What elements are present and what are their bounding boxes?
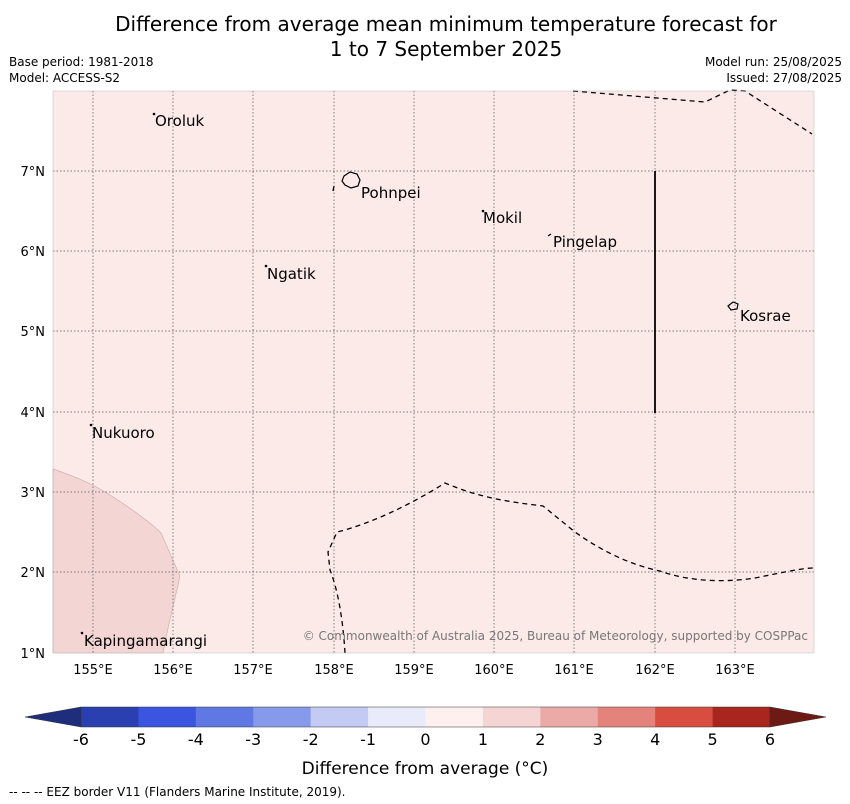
colorbar-cell (655, 707, 713, 727)
colorbar-cells (80, 706, 771, 728)
colorbar-tick-label: -1 (360, 730, 376, 749)
lon-label-159: 159°E (394, 663, 434, 678)
lat-label-4: 4°N (21, 406, 46, 421)
lon-label-160: 160°E (474, 663, 514, 678)
lon-label-155: 155°E (73, 663, 113, 678)
map-background (53, 91, 814, 653)
title-line-1: Difference from average mean minimum tem… (115, 12, 777, 36)
lat-label-1: 1°N (21, 647, 46, 662)
place-label-ngatik: Ngatik (267, 265, 316, 283)
kapingamarangi-atoll (80, 631, 84, 635)
lat-label-3: 3°N (21, 486, 46, 501)
graticule (53, 91, 814, 653)
place-label-kapingamarangi: Kapingamarangi (84, 632, 207, 650)
ngatik-atoll (264, 264, 268, 268)
run-info: Model run: 25/08/2025 Issued: 27/08/2025 (705, 54, 842, 86)
lon-label-161: 161°E (554, 663, 594, 678)
eez-legend-note: -- -- -- EEZ border V11 (Flanders Marine… (9, 785, 346, 799)
pohnpei-island (341, 171, 361, 189)
lon-label-157: 157°E (233, 663, 273, 678)
latitude-labels: 1°N 2°N 3°N 4°N 5°N 6°N 7°N (21, 165, 46, 662)
eez-border-fragment (332, 185, 335, 192)
colorbar-tick-label: 6 (765, 730, 775, 749)
eez-borders (327, 89, 815, 654)
place-label-mokil: Mokil (483, 209, 522, 227)
colorbar-tick-label: 4 (650, 730, 660, 749)
colorbar-label: Difference from average (°C) (302, 759, 549, 779)
longitude-labels: 155°E 156°E 157°E 158°E 159°E 160°E 161°… (73, 663, 755, 678)
nukuoro-atoll (89, 423, 93, 427)
place-label-kosrae: Kosrae (740, 307, 791, 325)
place-label-oroluk: Oroluk (155, 112, 204, 130)
issued-date: Issued: 27/08/2025 (726, 71, 842, 85)
eez-border-north (572, 89, 813, 135)
lon-label-156: 156°E (153, 663, 193, 678)
colorbar-cell (310, 707, 369, 727)
lat-label-6: 6°N (21, 245, 46, 260)
lat-label-7: 7°N (21, 165, 46, 180)
colorbar-cell (597, 707, 656, 727)
colorbar-cell (138, 707, 197, 727)
map-title: Difference from average mean minimum tem… (0, 12, 850, 62)
base-period: Base period: 1981-2018 (9, 55, 154, 69)
colorbar-tick-label: -3 (245, 730, 261, 749)
colorbar-cell (425, 707, 484, 727)
lat-label-5: 5°N (21, 325, 46, 340)
colorbar-tick-label: 0 (420, 730, 430, 749)
map-frame (52, 90, 815, 654)
model-run: Model run: 25/08/2025 (704, 55, 842, 69)
anomaly-region-southwest (52, 468, 181, 654)
place-labels: Oroluk Pohnpei Mokil Pingelap Ngatik Kos… (84, 112, 791, 650)
colorbar-tick-label: -4 (188, 730, 204, 749)
title-line-2: 1 to 7 September 2025 (329, 37, 563, 61)
model-name: Model: ACCESS-S2 (9, 71, 121, 85)
colorbar-tick-label: 1 (478, 730, 488, 749)
colorbar-cell (253, 707, 311, 727)
colorbar-extend-high (769, 706, 827, 728)
colorbar-tick-label: 2 (535, 730, 545, 749)
colorbar-cell (482, 707, 541, 727)
copyright-notice: © Commonwealth of Australia 2025, Bureau… (303, 629, 808, 643)
lon-label-163: 163°E (715, 663, 755, 678)
colorbar-cell (195, 707, 254, 727)
colorbar-tick-label: 5 (707, 730, 717, 749)
place-label-nukuoro: Nukuoro (92, 424, 155, 442)
kosrae-island (727, 301, 739, 311)
colorbar-tick-label: -2 (303, 730, 319, 749)
colorbar-cell (712, 707, 771, 727)
model-info: Base period: 1981-2018 Model: ACCESS-S2 (9, 54, 154, 86)
lat-label-2: 2°N (21, 566, 46, 581)
lon-label-158: 158°E (314, 663, 354, 678)
colorbar-tick-labels: -6 -5 -4 -3 -2 -1 0 1 2 3 4 5 6 (73, 730, 775, 749)
islands (80, 112, 739, 635)
place-label-pohnpei: Pohnpei (361, 184, 421, 202)
colorbar: -6 -5 -4 -3 -2 -1 0 1 2 3 4 5 6 Difference from aver… (24, 706, 827, 779)
colorbar-tick-label: -6 (73, 730, 89, 749)
oroluk-atoll (152, 112, 156, 116)
pingelap-atoll (547, 233, 552, 237)
place-label-pingelap: Pingelap (553, 233, 617, 251)
colorbar-tick-label: -5 (130, 730, 146, 749)
eez-border-south (327, 482, 815, 654)
colorbar-cell (540, 707, 599, 727)
colorbar-tick-label: 3 (593, 730, 603, 749)
colorbar-cell (368, 707, 426, 727)
mokil-atoll (481, 209, 485, 213)
lon-label-162: 162°E (635, 663, 675, 678)
colorbar-extend-low (24, 706, 82, 728)
colorbar-cell (81, 707, 139, 727)
